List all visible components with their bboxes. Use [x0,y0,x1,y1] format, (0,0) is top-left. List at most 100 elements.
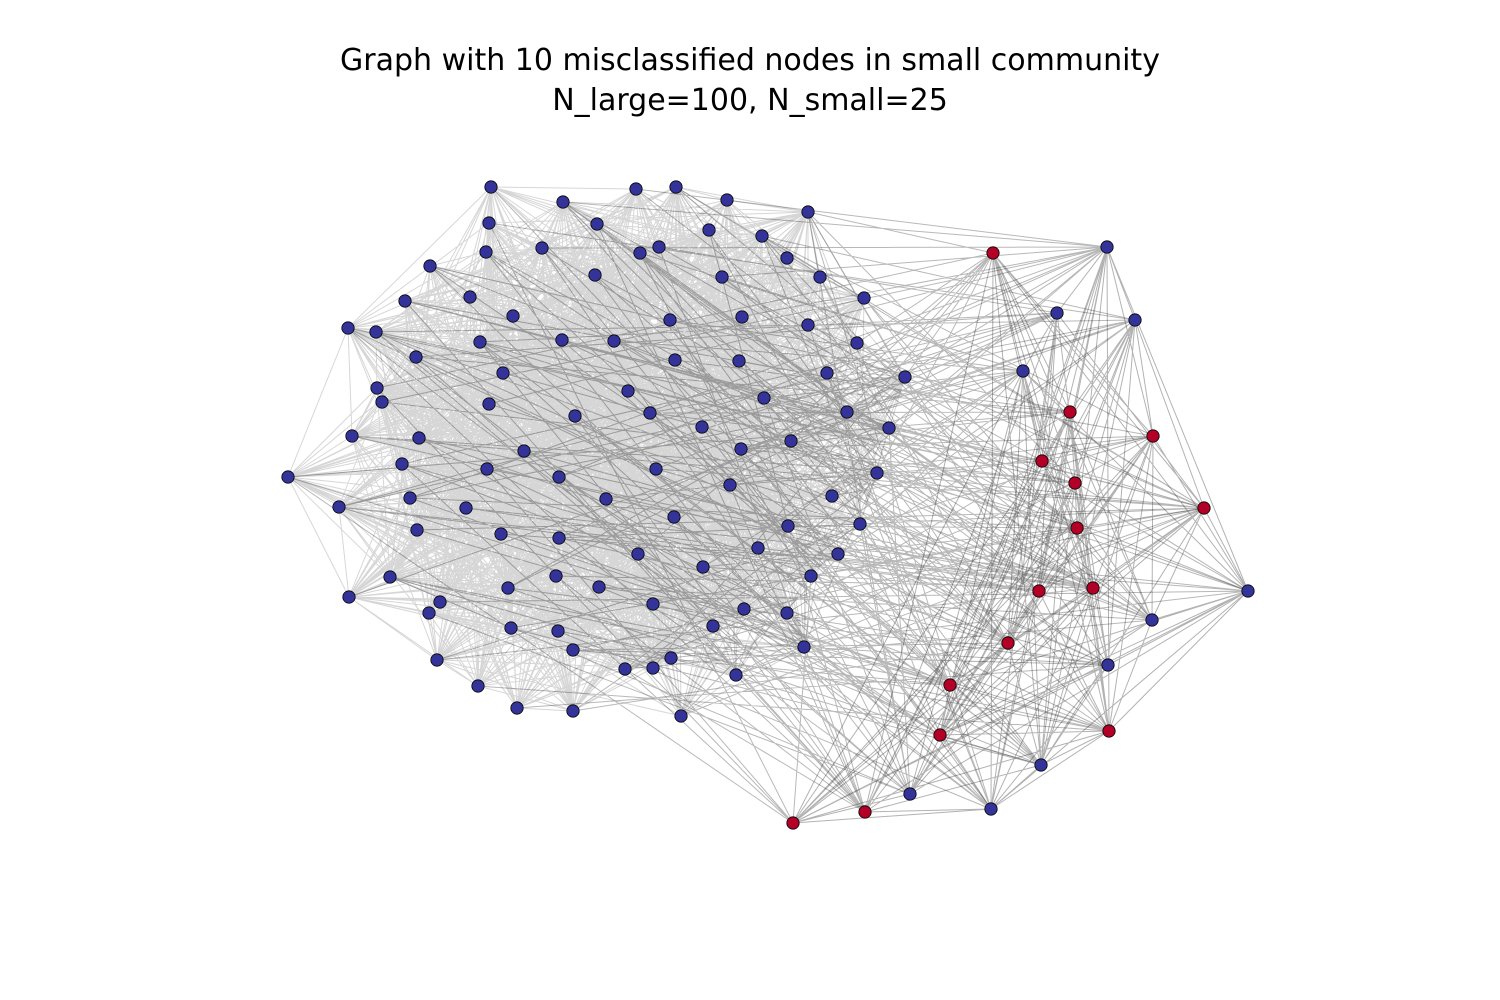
graph-node-small-9 [1197,501,1211,515]
graph-node-large-26 [369,325,383,339]
graph-node-large-14 [780,251,794,265]
graph-node-large-25 [341,321,355,335]
edges-between-communities [287,186,1249,824]
graph-node-large-46 [695,420,709,434]
graph-node-large-91 [430,653,444,667]
graph-node-large-7 [590,217,604,231]
figure-subtitle: N_large=100, N_small=25 [552,83,948,118]
graph-node-large-45 [840,405,854,419]
graph-node-large-53 [395,457,409,471]
graph-node-small-22 [984,802,998,816]
graph-node-large-75 [383,570,397,584]
graph-node-large-80 [433,595,447,609]
graph-node-large-50 [784,434,798,448]
graph-node-large-57 [281,470,295,484]
graph-node-large-92 [618,662,632,676]
graph-node-small-16 [1101,658,1115,672]
graph-node-large-21 [857,291,871,305]
graph-node-large-73 [631,547,645,561]
graph-node-large-17 [715,270,729,284]
graph-node-large-49 [412,431,426,445]
graph-node-large-1 [556,195,570,209]
graph-node-large-67 [781,519,795,533]
graph-node-large-32 [409,350,423,364]
graph-node-small-23 [858,805,872,819]
graph-node-large-81 [342,590,356,604]
graph-node-large-20 [398,294,412,308]
graph-node-large-3 [669,180,683,194]
graph-node-small-11 [1241,584,1255,598]
graph-node-large-68 [494,527,508,541]
graph-node-large-66 [410,523,424,537]
graph-node-large-35 [496,366,510,380]
graph-node-large-76 [549,569,563,583]
graph-node-large-12 [633,246,647,260]
graph-node-large-41 [757,391,771,405]
graph-node-large-2 [629,182,643,196]
graph-node-small-18 [933,728,947,742]
graph-node-large-23 [663,313,677,327]
graph-node-small-8 [1068,476,1082,490]
graph-node-large-16 [588,268,602,282]
graph-node-large-98 [566,704,580,718]
graph-node-large-79 [592,580,606,594]
graph-node-small-20 [1034,758,1048,772]
graph-node-large-8 [702,223,716,237]
graph-node-large-86 [504,621,518,635]
graph-node-large-58 [552,470,566,484]
graph-node-large-54 [480,462,494,476]
graph-node-large-15 [423,259,437,273]
graph-node-large-78 [501,581,515,595]
graph-node-large-33 [668,353,682,367]
graph-node-large-87 [551,624,565,638]
graph-node-large-69 [853,517,867,531]
graph-node-small-6 [1146,429,1160,443]
graph-node-large-9 [755,229,769,243]
graph-node-large-64 [459,501,473,515]
graph-node-large-27 [801,318,815,332]
graph-node-large-22 [506,309,520,323]
graph-node-large-44 [643,406,657,420]
graph-node-small-24 [786,816,800,830]
graph-node-large-0 [484,180,498,194]
graph-node-large-96 [471,679,485,693]
graph-node-large-5 [801,205,815,219]
graph-node-large-34 [732,354,746,368]
graph-node-large-30 [607,334,621,348]
graph-node-large-38 [370,381,384,395]
graph-node-large-61 [825,489,839,503]
graph-node-large-60 [403,491,417,505]
graph-node-large-62 [599,492,613,506]
graph-node-large-31 [850,336,864,350]
graph-node-small-15 [1001,636,1015,650]
graph-node-large-88 [706,619,720,633]
graph-node-large-43 [568,409,582,423]
graph-node-small-1 [1100,240,1114,254]
graph-node-large-40 [375,395,389,409]
graph-node-small-4 [1016,364,1030,378]
graph-node-large-94 [664,651,678,665]
graph-node-large-89 [566,643,580,657]
graph-node-large-55 [649,462,663,476]
graph-node-large-24 [735,310,749,324]
graph-node-small-13 [1086,581,1100,595]
graph-node-small-0 [986,246,1000,260]
graph-node-large-82 [422,606,436,620]
graph-node-small-14 [1145,613,1159,627]
graph-node-large-6 [482,216,496,230]
graph-node-large-85 [780,606,794,620]
graph-node-large-28 [473,335,487,349]
graph-node-small-7 [1035,454,1049,468]
graph-node-large-84 [737,602,751,616]
graph-node-large-71 [751,541,765,555]
graph-node-small-3 [1128,313,1142,327]
graph-node-large-93 [646,661,660,675]
graph-node-small-19 [1102,724,1116,738]
graph-node-small-21 [903,787,917,801]
graph-node-large-10 [479,245,493,259]
graph-node-small-17 [943,678,957,692]
graph-node-large-51 [517,444,531,458]
graph-node-large-95 [729,668,743,682]
graph-node-large-59 [723,478,737,492]
